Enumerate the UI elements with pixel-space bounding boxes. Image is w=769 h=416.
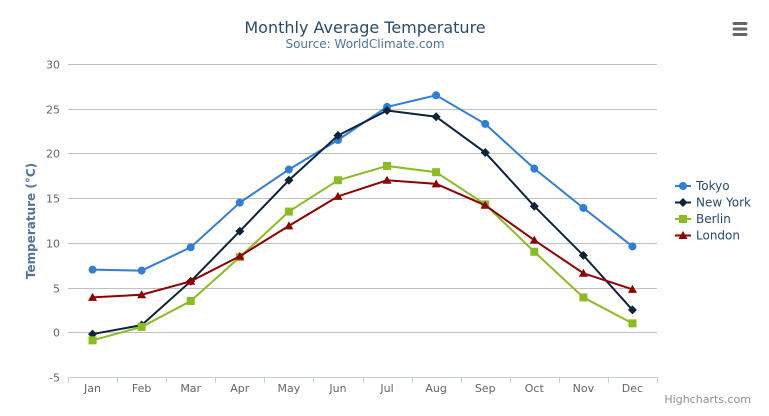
chart-subtitle: Source: WorldClimate.com	[285, 37, 444, 51]
x-tick-label: Jan	[83, 382, 101, 395]
marker-square	[579, 293, 588, 302]
marker-square	[530, 247, 539, 256]
x-tick-label: May	[278, 382, 301, 395]
marker-square	[137, 322, 146, 331]
marker-triangle	[137, 290, 147, 299]
marker-diamond	[382, 106, 392, 116]
marker-square	[186, 296, 195, 305]
y-axis-label: Temperature (°C)	[24, 163, 38, 279]
x-tick-label: Oct	[525, 382, 545, 395]
marker-diamond	[529, 201, 539, 211]
marker-circle	[186, 243, 195, 252]
marker-triangle	[235, 251, 245, 260]
y-tick-label: 20	[46, 148, 60, 161]
marker-circle	[432, 91, 441, 100]
x-tick-label: Dec	[622, 382, 643, 395]
marker-diamond	[431, 112, 441, 122]
legend-item[interactable]: London	[675, 229, 740, 243]
series-line	[92, 94, 634, 272]
marker-circle	[137, 266, 146, 275]
chart-title: Monthly Average Temperature	[244, 18, 485, 37]
series-line	[92, 179, 633, 299]
x-tick-label: Nov	[573, 382, 595, 395]
marker-triangle	[678, 231, 688, 239]
marker-circle	[628, 242, 637, 251]
marker-diamond	[88, 329, 98, 339]
marker-square	[88, 336, 97, 345]
legend-label: Berlin	[696, 212, 731, 226]
x-tick-label: Feb	[132, 382, 151, 395]
x-tick-label: Mar	[180, 382, 201, 395]
marker-triangle	[529, 235, 539, 244]
legend: Tokyo New York Berlin London	[675, 179, 751, 243]
marker-triangle	[284, 221, 294, 230]
y-tick-label: 15	[46, 193, 60, 206]
legend-label: Tokyo	[695, 179, 730, 193]
y-tick-label: 5	[53, 283, 60, 296]
marker-diamond	[627, 305, 637, 315]
marker-circle	[530, 164, 539, 173]
marker-circle	[284, 165, 293, 174]
marker-square	[383, 161, 392, 170]
x-tick-label: Jul	[379, 382, 393, 395]
marker-triangle	[431, 179, 441, 188]
marker-triangle	[333, 191, 343, 200]
marker-square	[284, 207, 293, 216]
series-tokyo	[88, 91, 637, 275]
marker-triangle	[382, 175, 392, 184]
series-line	[92, 109, 634, 336]
marker-circle	[579, 203, 588, 212]
marker-circle	[481, 119, 490, 128]
marker-circle	[235, 198, 244, 207]
marker-diamond	[678, 198, 688, 207]
y-tick-label: 0	[53, 327, 60, 340]
legend-label: London	[696, 229, 740, 243]
marker-circle	[679, 182, 687, 190]
legend-item[interactable]: New York	[675, 196, 751, 210]
marker-square	[628, 319, 637, 328]
legend-label: New York	[696, 196, 751, 210]
marker-diamond	[235, 226, 245, 236]
series-group	[88, 91, 637, 345]
x-tick-label: Jun	[328, 382, 346, 395]
marker-diamond	[480, 148, 490, 158]
grid	[68, 64, 657, 378]
marker-triangle	[480, 200, 490, 209]
hamburger-menu-icon	[732, 22, 748, 36]
x-tick-label: Aug	[425, 382, 446, 395]
series-new-york	[88, 106, 637, 339]
marker-diamond	[284, 175, 294, 185]
marker-triangle	[186, 276, 196, 285]
marker-diamond	[333, 131, 343, 141]
legend-item[interactable]: Berlin	[675, 212, 731, 226]
x-tick-label: Sep	[475, 382, 496, 395]
x-tick-label: Apr	[230, 382, 250, 395]
series-line	[92, 164, 633, 342]
menu-button[interactable]	[728, 18, 752, 40]
y-tick-label: 25	[46, 104, 60, 117]
series-london	[88, 175, 637, 301]
marker-square	[432, 168, 441, 177]
marker-circle	[88, 265, 97, 274]
y-tick-label: -5	[49, 372, 60, 385]
legend-item[interactable]: Tokyo	[675, 179, 730, 193]
marker-triangle	[578, 268, 588, 277]
marker-square	[333, 176, 342, 185]
credits-link[interactable]: Highcharts.com	[664, 393, 751, 406]
axes: -5 0 5 10 15 20 25 30 Jan Feb Mar Apr May Jun Jul Aug Se…	[46, 59, 658, 395]
marker-diamond	[578, 250, 588, 260]
y-tick-label: 10	[46, 238, 60, 251]
y-tick-label: 30	[46, 59, 60, 72]
marker-square	[679, 215, 687, 223]
marker-triangle	[627, 284, 637, 293]
marker-triangle	[88, 292, 98, 301]
